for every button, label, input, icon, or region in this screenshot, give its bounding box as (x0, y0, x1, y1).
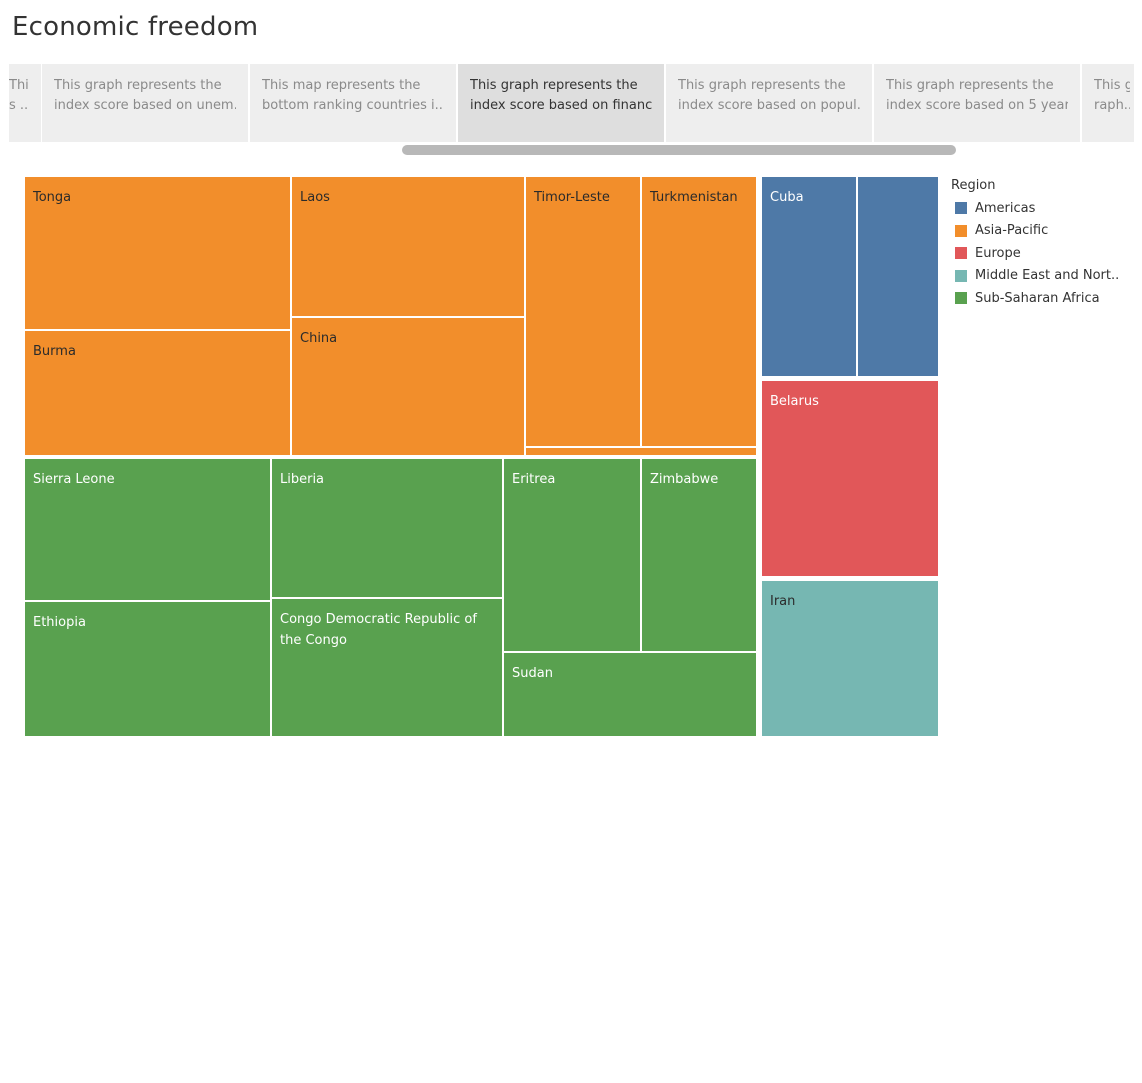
treemap-cell[interactable]: Turkmenistan (641, 176, 757, 447)
story-tab-line: index score based on unem.. (54, 98, 236, 113)
treemap-cell[interactable] (857, 176, 939, 377)
treemap-cell-label: China (300, 331, 338, 346)
treemap-cell-label: Zimbabwe (650, 472, 719, 487)
treemap-cell-label: Congo Democratic Republic of the Congo (280, 612, 477, 648)
treemap-cell[interactable]: Sierra Leone (24, 458, 271, 601)
story-tab-line: This g (1094, 78, 1130, 93)
treemap-cell-label: Laos (300, 190, 330, 205)
treemap-cell[interactable]: Congo Democratic Republic of the Congo (271, 598, 503, 737)
treemap-cell-label: Liberia (280, 472, 325, 487)
story-point-tab[interactable]: This graph represents the index score ba… (666, 64, 872, 142)
treemap-cell-label: Eritrea (512, 472, 556, 487)
treemap-cell[interactable]: Burma (24, 330, 291, 456)
legend-label: Europe (975, 245, 1021, 261)
legend-label: Asia-Pacific (975, 223, 1049, 239)
story-point-tab[interactable]: This map represents the bottom ranking c… (250, 64, 456, 142)
legend-item[interactable]: Sub-Saharan Africa (951, 287, 1136, 310)
story-point-tab-active[interactable]: This graph represents the index score ba… (458, 64, 664, 142)
legend-label: Sub-Saharan Africa (975, 290, 1100, 306)
treemap-cell-label: Ethiopia (33, 615, 86, 630)
story-tab-line: This graph represents the (678, 78, 846, 93)
story-tab-line: index score based on 5 year.. (886, 98, 1068, 113)
legend-title: Region (951, 178, 996, 193)
story-point-tab[interactable]: This graph represents the index score ba… (42, 64, 248, 142)
story-tab-line: This graph represents the (886, 78, 1054, 93)
treemap-cell[interactable]: Timor-Leste (525, 176, 641, 447)
treemap-cell[interactable]: Cuba (761, 176, 857, 377)
story-tab-line: index score based on popul.. (678, 98, 860, 113)
treemap-cell[interactable]: China (291, 317, 525, 456)
treemap-cell[interactable]: Eritrea (503, 458, 641, 652)
treemap-cell-label: Tonga (33, 190, 72, 205)
treemap-cell[interactable]: Liberia (271, 458, 503, 598)
treemap-cell[interactable]: Ethiopia (24, 601, 271, 737)
treemap-cell[interactable]: Laos (291, 176, 525, 317)
legend-item[interactable]: Asia-Pacific (951, 220, 1136, 243)
story-tab-line: bottom ranking countries i.. (262, 98, 443, 113)
treemap-cell-label: Timor-Leste (534, 190, 610, 205)
treemap-cell-label: Cuba (770, 190, 804, 205)
story-point-tab[interactable]: This graph represents the index score ba… (874, 64, 1080, 142)
legend-swatch (955, 202, 967, 215)
story-scrollbar-thumb[interactable] (402, 145, 956, 155)
treemap-cell[interactable]: Iran (761, 580, 939, 737)
story-navigator: Thi s .. This graph represents the index… (9, 64, 1134, 144)
legend-label: Americas (975, 200, 1036, 216)
story-tab-line: index score based on financ.. (470, 98, 652, 113)
legend-item[interactable]: Americas (951, 197, 1136, 220)
treemap-cell-label: Burma (33, 344, 76, 359)
story-tab-line: Thi (9, 78, 29, 93)
treemap-cell-label: Iran (770, 594, 796, 609)
dashboard-title: Economic freedom (12, 12, 259, 42)
treemap-cell[interactable]: Tonga (24, 176, 291, 330)
story-point-tab[interactable]: Thi s .. (9, 64, 41, 142)
story-point-tab[interactable]: This g raph.. (1082, 64, 1134, 142)
treemap-cell-label: Sudan (512, 666, 553, 681)
legend-swatch (955, 247, 967, 260)
legend-swatch (955, 269, 967, 282)
legend-label: Middle East and Nort.. (975, 268, 1120, 284)
treemap-cell-label: Belarus (770, 394, 819, 409)
legend-swatch (955, 292, 967, 305)
legend-item[interactable]: Middle East and Nort.. (951, 265, 1136, 288)
treemap-cell[interactable]: Sudan (503, 652, 757, 737)
story-tab-line: This graph represents the (470, 78, 638, 93)
legend-item[interactable]: Europe (951, 242, 1136, 265)
treemap-cell[interactable]: Zimbabwe (641, 458, 757, 652)
story-tab-line: raph.. (1094, 98, 1130, 113)
legend-swatch (955, 224, 967, 237)
treemap-cell[interactable] (525, 447, 757, 456)
treemap-cell[interactable]: Belarus (761, 380, 939, 577)
story-tab-line: This graph represents the (54, 78, 222, 93)
treemap-cell-label: Sierra Leone (33, 472, 115, 487)
story-tab-line: This map represents the (262, 78, 421, 93)
color-legend: Region Americas Asia-Pacific Europe Midd… (951, 178, 1136, 310)
treemap-cell-label: Turkmenistan (650, 190, 738, 205)
story-tab-line: s .. (9, 98, 29, 113)
